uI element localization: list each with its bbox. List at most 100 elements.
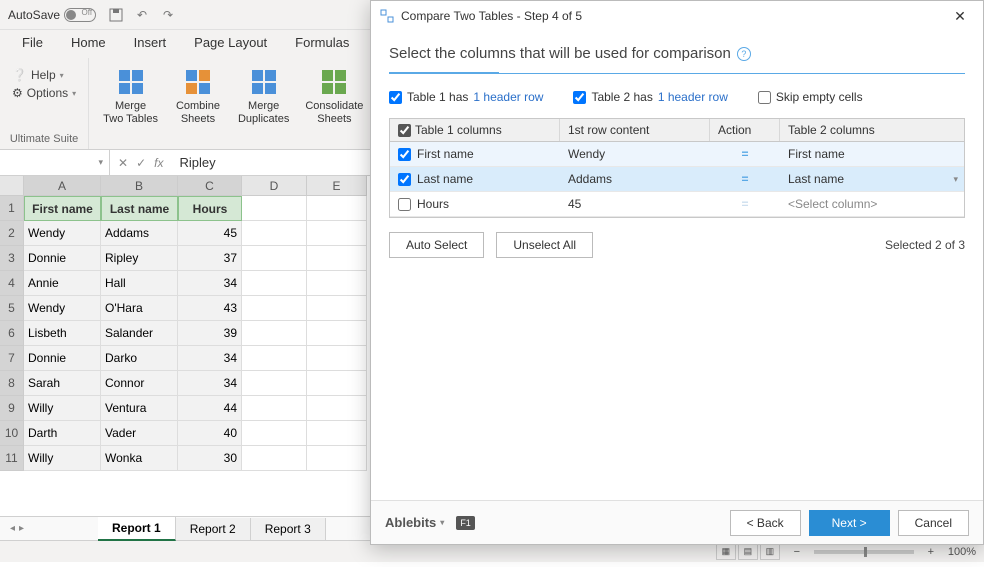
- undo-icon[interactable]: ↶: [134, 7, 150, 23]
- zoom-level[interactable]: 100%: [948, 546, 976, 558]
- sheet-nav[interactable]: ◂▸: [2, 523, 32, 534]
- table-row[interactable]: First name Wendy = First name: [390, 142, 964, 167]
- cell[interactable]: [242, 446, 307, 471]
- sheet-tab-2[interactable]: Report 2: [176, 518, 251, 540]
- col-header-B[interactable]: B: [101, 176, 178, 196]
- cell[interactable]: [242, 271, 307, 296]
- cell[interactable]: [307, 221, 367, 246]
- cell[interactable]: Ventura: [101, 396, 178, 421]
- cancel-icon[interactable]: ✕: [118, 156, 128, 170]
- cell[interactable]: [242, 371, 307, 396]
- enter-icon[interactable]: ✓: [136, 156, 146, 170]
- save-icon[interactable]: [108, 7, 124, 23]
- cell[interactable]: [242, 346, 307, 371]
- sheet-tab-3[interactable]: Report 3: [251, 518, 326, 540]
- row-header-1[interactable]: 1: [0, 196, 24, 221]
- col-header-E[interactable]: E: [307, 176, 367, 196]
- cell[interactable]: Ripley: [101, 246, 178, 271]
- view-buttons[interactable]: ▦ ▤ ▥: [716, 544, 780, 560]
- cancel-button[interactable]: Cancel: [898, 510, 969, 536]
- name-box[interactable]: [0, 150, 110, 175]
- header-cell[interactable]: Last name: [101, 196, 178, 221]
- header-cell[interactable]: First name: [24, 196, 101, 221]
- unselect-all-button[interactable]: Unselect All: [496, 232, 593, 258]
- cell[interactable]: [242, 321, 307, 346]
- row-header-3[interactable]: 3: [0, 246, 24, 271]
- header-cell[interactable]: Hours: [178, 196, 242, 221]
- cell[interactable]: Hall: [101, 271, 178, 296]
- cell[interactable]: 34: [178, 371, 242, 396]
- tab-home[interactable]: Home: [57, 29, 120, 58]
- cell[interactable]: Darko: [101, 346, 178, 371]
- cell[interactable]: Willy: [24, 396, 101, 421]
- back-button[interactable]: < Back: [730, 510, 801, 536]
- cell[interactable]: [242, 221, 307, 246]
- cell[interactable]: Sarah: [24, 371, 101, 396]
- cell[interactable]: 43: [178, 296, 242, 321]
- col1-cell[interactable]: Last name: [390, 167, 560, 191]
- zoom-in-button[interactable]: +: [924, 546, 938, 558]
- col-header-D[interactable]: D: [242, 176, 307, 196]
- cell[interactable]: Wendy: [24, 221, 101, 246]
- cell[interactable]: [307, 396, 367, 421]
- ablebits-brand[interactable]: Ablebits▾: [385, 515, 444, 530]
- cell[interactable]: Wendy: [24, 296, 101, 321]
- cell[interactable]: [307, 246, 367, 271]
- table2-select[interactable]: First name: [780, 142, 964, 166]
- help-icon[interactable]: ?: [737, 47, 751, 61]
- cell[interactable]: 30: [178, 446, 242, 471]
- tab-insert[interactable]: Insert: [120, 29, 181, 58]
- cell[interactable]: Connor: [101, 371, 178, 396]
- page-layout-view-icon[interactable]: ▤: [738, 544, 758, 560]
- tab-page-layout[interactable]: Page Layout: [180, 29, 281, 58]
- cell[interactable]: Wonka: [101, 446, 178, 471]
- close-icon[interactable]: ✕: [945, 8, 975, 25]
- th-table1[interactable]: Table 1 columns: [390, 119, 560, 141]
- row-header-5[interactable]: 5: [0, 296, 24, 321]
- row-header-10[interactable]: 10: [0, 421, 24, 446]
- table1-header-checkbox[interactable]: Table 1 has 1 header row: [389, 90, 543, 104]
- zoom-out-button[interactable]: −: [790, 546, 804, 558]
- sheet-tab-1[interactable]: Report 1: [98, 517, 176, 541]
- table2-select[interactable]: Last name▾: [780, 167, 964, 191]
- auto-select-button[interactable]: Auto Select: [389, 232, 484, 258]
- fx-icon[interactable]: fx: [154, 156, 163, 170]
- cell[interactable]: [307, 321, 367, 346]
- row-header-2[interactable]: 2: [0, 221, 24, 246]
- help-dropdown[interactable]: ❔Help▾: [12, 68, 76, 82]
- cell[interactable]: [242, 196, 307, 221]
- cell[interactable]: Donnie: [24, 246, 101, 271]
- next-button[interactable]: Next >: [809, 510, 890, 536]
- row-header-4[interactable]: 4: [0, 271, 24, 296]
- cell[interactable]: Annie: [24, 271, 101, 296]
- cell[interactable]: Salander: [101, 321, 178, 346]
- select-all-corner[interactable]: [0, 176, 24, 196]
- f1-badge[interactable]: F1: [456, 516, 475, 530]
- merge-two-tables-button[interactable]: Merge Two Tables: [97, 62, 164, 130]
- autosave-toggle[interactable]: Off: [64, 8, 96, 22]
- cell[interactable]: [307, 346, 367, 371]
- cell[interactable]: Donnie: [24, 346, 101, 371]
- combine-sheets-button[interactable]: Combine Sheets: [168, 62, 228, 130]
- tab-formulas[interactable]: Formulas: [281, 29, 363, 58]
- cell[interactable]: 37: [178, 246, 242, 271]
- merge-duplicates-button[interactable]: Merge Duplicates: [232, 62, 295, 130]
- table2-select[interactable]: <Select column>: [780, 192, 964, 216]
- table-row[interactable]: Last name Addams = Last name▾: [390, 167, 964, 192]
- tab-file[interactable]: File: [8, 29, 57, 58]
- col1-cell[interactable]: First name: [390, 142, 560, 166]
- cell[interactable]: [242, 246, 307, 271]
- normal-view-icon[interactable]: ▦: [716, 544, 736, 560]
- cell[interactable]: [307, 196, 367, 221]
- cell[interactable]: [307, 446, 367, 471]
- redo-icon[interactable]: ↷: [160, 7, 176, 23]
- row-header-6[interactable]: 6: [0, 321, 24, 346]
- cell[interactable]: [307, 421, 367, 446]
- consolidate-sheets-button[interactable]: Consolidate Sheets: [299, 62, 369, 130]
- cell[interactable]: 40: [178, 421, 242, 446]
- skip-empty-checkbox[interactable]: Skip empty cells: [758, 90, 863, 104]
- options-dropdown[interactable]: ⚙Options▾: [12, 86, 76, 100]
- cell[interactable]: [242, 296, 307, 321]
- zoom-slider[interactable]: [814, 550, 914, 554]
- cell[interactable]: 45: [178, 221, 242, 246]
